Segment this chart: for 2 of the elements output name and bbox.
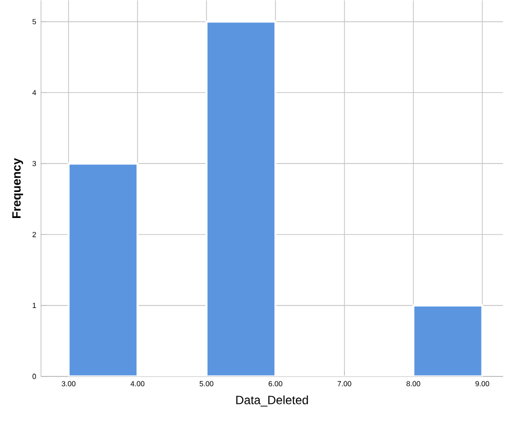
x-axis-title: Data_Deleted bbox=[236, 395, 308, 406]
y-axis-title: Frequency bbox=[12, 158, 24, 218]
